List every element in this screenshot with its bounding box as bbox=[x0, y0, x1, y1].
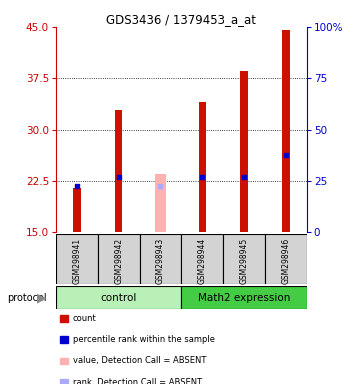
Text: control: control bbox=[100, 293, 137, 303]
Bar bbox=[140, 234, 181, 284]
Text: ▶: ▶ bbox=[37, 291, 46, 304]
Text: Math2 expression: Math2 expression bbox=[198, 293, 290, 303]
Text: percentile rank within the sample: percentile rank within the sample bbox=[73, 335, 215, 344]
Bar bbox=[181, 286, 307, 309]
Bar bbox=[181, 234, 223, 284]
Text: value, Detection Call = ABSENT: value, Detection Call = ABSENT bbox=[73, 356, 206, 366]
Text: rank, Detection Call = ABSENT: rank, Detection Call = ABSENT bbox=[73, 377, 202, 384]
Text: GSM298946: GSM298946 bbox=[282, 238, 291, 285]
Bar bbox=[282, 30, 290, 232]
Bar bbox=[56, 286, 181, 309]
Bar bbox=[56, 234, 98, 284]
Text: protocol: protocol bbox=[7, 293, 47, 303]
Bar bbox=[223, 234, 265, 284]
Bar bbox=[115, 111, 122, 232]
Text: GSM298945: GSM298945 bbox=[240, 238, 249, 285]
Text: GSM298942: GSM298942 bbox=[114, 238, 123, 285]
Text: GSM298943: GSM298943 bbox=[156, 238, 165, 285]
Bar bbox=[98, 234, 140, 284]
Bar bbox=[199, 102, 206, 232]
Text: GSM298941: GSM298941 bbox=[72, 238, 81, 285]
Bar bbox=[240, 71, 248, 232]
Text: count: count bbox=[73, 314, 97, 323]
Bar bbox=[73, 188, 81, 232]
Text: GSM298944: GSM298944 bbox=[198, 238, 207, 285]
Text: GDS3436 / 1379453_a_at: GDS3436 / 1379453_a_at bbox=[105, 13, 256, 26]
Bar bbox=[265, 234, 307, 284]
Bar bbox=[155, 174, 166, 232]
